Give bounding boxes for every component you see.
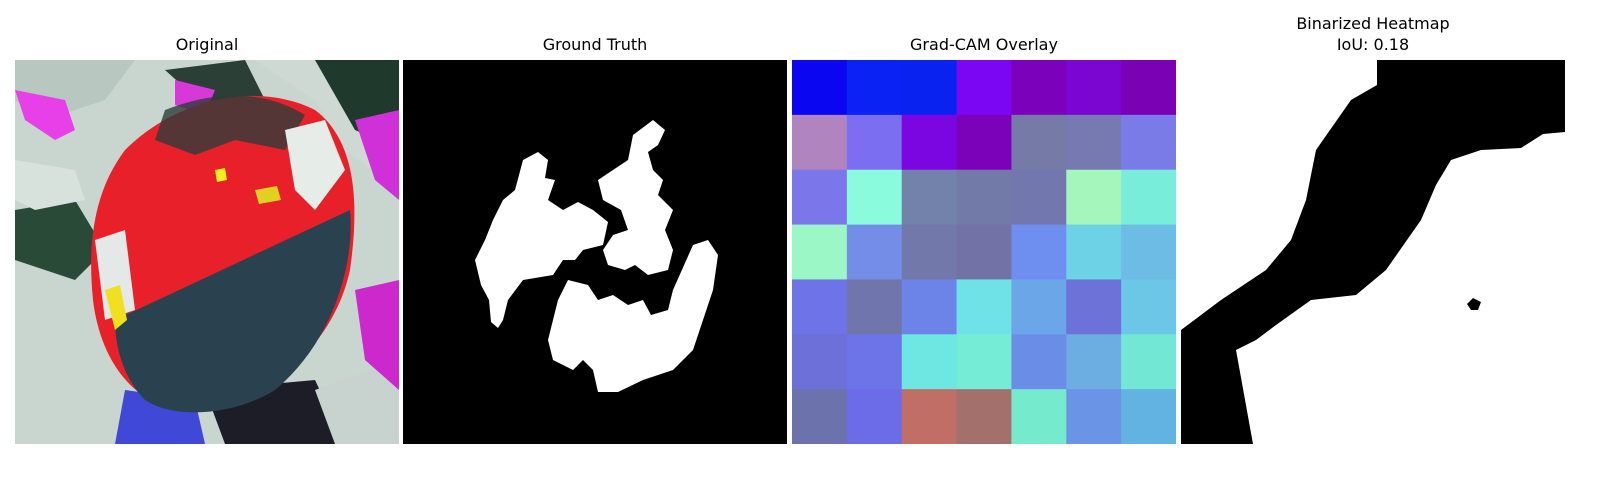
gradcam-cell <box>1066 224 1122 280</box>
gradcam-cell <box>792 60 848 116</box>
gradcam-cell <box>1011 334 1067 390</box>
gradcam-cell <box>1011 169 1067 226</box>
gradcam-cell <box>1121 224 1176 280</box>
gradcam-cell <box>1121 389 1176 444</box>
gradcam-cell <box>901 224 958 280</box>
gradcam-overlay-panel: Grad-CAM Overlay <box>792 0 1176 444</box>
gradcam-cell <box>1066 114 1122 171</box>
gradcam-cell <box>846 389 903 444</box>
gradcam-cell <box>956 279 1012 335</box>
gradcam-cell <box>792 114 848 171</box>
gradcam-cell <box>1121 114 1176 171</box>
gradcam-cell <box>956 224 1012 280</box>
gradcam-cell <box>846 279 903 335</box>
gradcam-cell <box>1011 224 1067 280</box>
ground-truth-panel: Ground Truth <box>403 0 787 444</box>
gradcam-cell <box>901 60 958 116</box>
gradcam-cell <box>956 334 1012 390</box>
binarized-heatmap-title: Binarized Heatmap <box>1296 14 1450 33</box>
gradcam-cell <box>956 114 1012 171</box>
original-image <box>15 60 399 444</box>
gradcam-cell <box>1121 279 1176 335</box>
original-panel: Original <box>15 0 399 444</box>
gradcam-cell <box>1066 389 1122 444</box>
gradcam-cell <box>1066 60 1122 116</box>
gradcam-cell <box>846 224 903 280</box>
gradcam-cell <box>846 60 903 116</box>
gradcam-cell <box>1121 60 1176 116</box>
gradcam-cell <box>1066 279 1122 335</box>
original-title: Original <box>175 35 239 54</box>
gradcam-cell <box>792 334 848 390</box>
gradcam-cell <box>792 224 848 280</box>
gradcam-cell <box>846 334 903 390</box>
gradcam-cell <box>956 389 1012 444</box>
gradcam-cell <box>901 114 958 171</box>
gradcam-cell <box>792 169 848 226</box>
gradcam-cell <box>846 114 903 171</box>
iou-score-label: IoU: 0.18 <box>1336 35 1410 54</box>
gradcam-cell <box>901 279 958 335</box>
binarized-heatmap-panel: Binarized Heatmap IoU: 0.18 <box>1181 0 1565 444</box>
gradcam-cell <box>901 389 958 444</box>
gradcam-cell <box>1011 60 1067 116</box>
gradcam-cell <box>1066 169 1122 226</box>
gradcam-cell <box>1121 334 1176 390</box>
gradcam-cell <box>1011 279 1067 335</box>
gradcam-cell <box>1066 334 1122 390</box>
gradcam-cell <box>846 169 903 226</box>
gradcam-cell <box>901 334 958 390</box>
gradcam-cell <box>792 279 848 335</box>
gradcam-cell <box>956 169 1012 226</box>
gradcam-cell <box>792 389 848 444</box>
gradcam-cell <box>1011 114 1067 171</box>
binarized-heatmap-image <box>1181 60 1565 444</box>
gradcam-cell <box>1121 169 1176 226</box>
gradcam-title: Grad-CAM Overlay <box>910 35 1058 54</box>
gradcam-cell <box>901 169 958 226</box>
gradcam-cell <box>1011 389 1067 444</box>
gradcam-cell <box>956 60 1012 116</box>
ground-truth-title: Ground Truth <box>542 35 648 54</box>
ground-truth-mask <box>403 60 787 444</box>
gradcam-overlay-image <box>792 60 1176 444</box>
